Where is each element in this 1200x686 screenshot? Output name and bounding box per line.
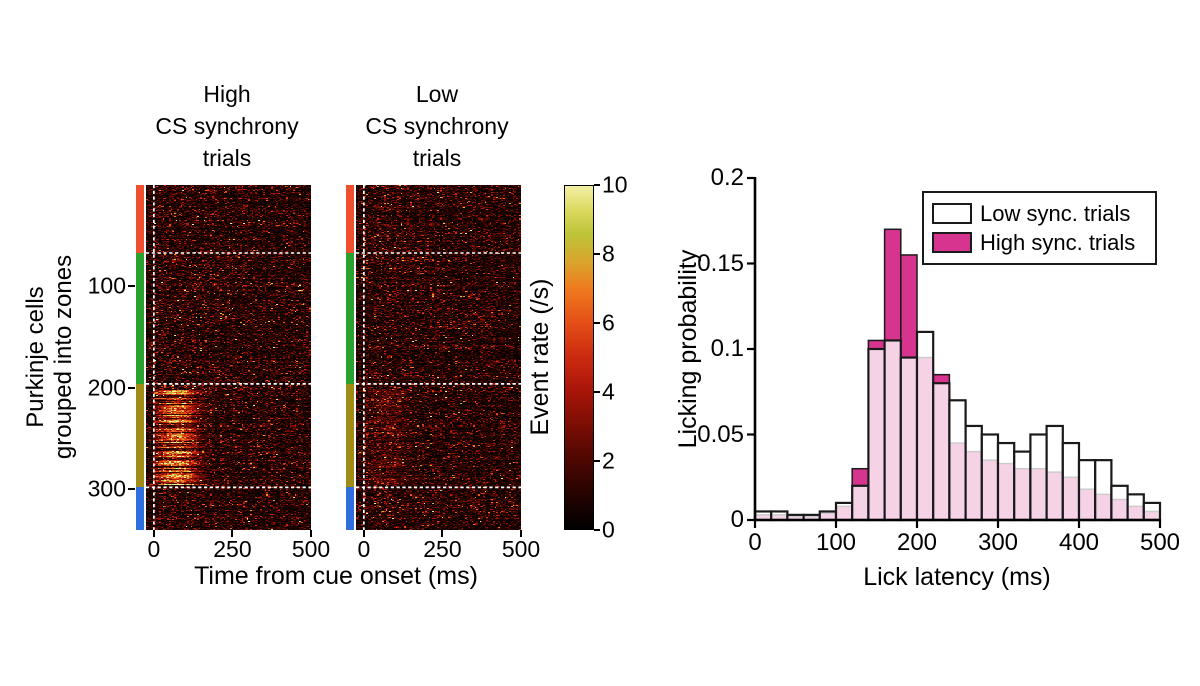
histogram-bar-low-sync	[996, 441, 1016, 522]
colorbar-label: Event rate (/s)	[526, 278, 554, 436]
histogram-xtick-label: 300	[977, 529, 1019, 556]
zone-color-zone-1	[346, 185, 354, 253]
colorbar-tick-label: 6	[602, 309, 615, 336]
histogram-bar-low-sync	[867, 347, 886, 522]
histogram-bar-low-sync	[915, 330, 935, 522]
zone-color-zone-3	[346, 383, 354, 488]
heatmap-y-axis-label: Purkinje cells grouped into zones	[22, 254, 77, 460]
heatmap-xtick-label: 500	[501, 536, 541, 562]
histogram-ytick-label: 0	[730, 505, 744, 533]
histogram-plot	[747, 176, 1162, 528]
zone-color-zone-2	[346, 252, 354, 384]
histogram-xtick-label: 200	[896, 529, 938, 556]
histogram-bar-low-sync	[1110, 484, 1129, 522]
histogram-bar-low-sync	[1029, 433, 1048, 522]
heatmap-ytick-mark	[128, 386, 135, 389]
heatmap-xtick-label: 0	[357, 536, 371, 562]
histogram-bar-low-sync	[1126, 493, 1145, 522]
heatmap-xtick-mark	[520, 530, 522, 537]
heatmap-xtick-label: 0	[147, 536, 161, 562]
histogram-ytick-label: 0.15	[697, 249, 744, 277]
colorbar-tick-mark	[594, 529, 600, 531]
legend-swatch-high-sync	[932, 232, 972, 253]
heatmap-x-axis-label: Time from cue onset (ms)	[194, 562, 478, 590]
legend-swatch-low-sync	[932, 203, 972, 224]
histogram-bar-low-sync	[948, 399, 967, 522]
heatmap-high-canvas	[146, 185, 311, 530]
zone-color-zone-4	[346, 487, 354, 530]
colorbar-tick-mark	[594, 184, 600, 186]
histogram-bar-low-sync	[932, 382, 951, 522]
colorbar-tick-mark	[594, 253, 600, 255]
histogram-xtick-label: 100	[815, 529, 857, 556]
zone-color-zone-4	[136, 487, 144, 530]
histogram-bar-low-sync	[1045, 424, 1064, 522]
colorbar-tick-label: 2	[602, 447, 615, 474]
histogram-ytick-label: 0.05	[697, 420, 744, 448]
heatmap-ytick-mark	[128, 488, 135, 491]
colorbar-tick-label: 10	[602, 171, 628, 198]
histogram-bar-low-sync	[899, 356, 919, 522]
heatmap-ytick-label: 200	[87, 374, 126, 401]
colorbar	[564, 185, 594, 530]
histogram-bar-low-sync	[1094, 459, 1113, 522]
colorbar-tick-mark	[594, 322, 600, 324]
histogram-bar-low-sync	[883, 339, 902, 522]
histogram-bar-low-sync	[1061, 441, 1081, 522]
heatmap-ytick-label: 100	[87, 272, 126, 299]
zone-color-zone-3	[136, 383, 144, 488]
heatmap-xtick-label: 250	[423, 536, 462, 562]
colorbar-tick-label: 8	[602, 240, 615, 267]
histogram-xtick-label: 0	[748, 529, 762, 556]
heatmap-ytick-mark	[128, 285, 135, 288]
heatmap-xtick-mark	[310, 530, 312, 537]
heatmap-xtick-mark	[152, 530, 155, 537]
histogram-bar-low-sync	[1013, 450, 1032, 522]
legend-label-low-sync: Low sync. trials	[980, 200, 1131, 226]
histogram-bar-low-sync	[1142, 501, 1162, 522]
zone-color-zone-2	[136, 252, 144, 384]
heatmap-low-canvas	[356, 185, 521, 530]
zone-colorbar-high	[136, 185, 144, 530]
legend-entry-low-sync: Low sync. trials	[932, 199, 1147, 228]
histogram-bar-low-sync	[1077, 459, 1097, 522]
histogram-ytick-label: 0.2	[710, 163, 744, 191]
colorbar-tick-mark	[594, 391, 600, 393]
zone-color-zone-1	[136, 185, 144, 253]
heatmap-xtick-label: 250	[213, 536, 252, 562]
zone-colorbar-low	[346, 185, 354, 530]
colorbar-tick-mark	[594, 460, 600, 462]
legend-entry-high-sync: High sync. trials	[932, 228, 1147, 257]
heatmap-xtick-mark	[441, 530, 444, 537]
legend-label-high-sync: High sync. trials	[980, 229, 1136, 255]
colorbar-tick-label: 0	[602, 516, 615, 543]
histogram-legend: Low sync. trials High sync. trials	[922, 191, 1157, 265]
histogram-bar-low-sync	[834, 501, 854, 522]
heatmap-xtick-mark	[231, 530, 234, 537]
heatmap-xtick-label: 500	[291, 536, 331, 562]
heatmap-xtick-mark	[362, 530, 365, 537]
heatmap-low-title: Low CS synchrony trials	[365, 81, 509, 171]
heatmap-high-title: High CS synchrony trials	[155, 81, 299, 171]
heatmap-ytick-label: 300	[87, 475, 126, 502]
histogram-bar-low-sync	[851, 484, 870, 522]
histogram-bar-low-sync	[964, 424, 983, 522]
histogram-xtick-label: 500	[1139, 529, 1181, 556]
histogram-ytick-label: 0.1	[710, 334, 744, 362]
histogram-bar-low-sync	[980, 433, 1000, 522]
histogram-x-axis-label: Lick latency (ms)	[863, 563, 1051, 591]
histogram-xtick-label: 400	[1058, 529, 1100, 556]
colorbar-tick-label: 4	[602, 378, 615, 405]
